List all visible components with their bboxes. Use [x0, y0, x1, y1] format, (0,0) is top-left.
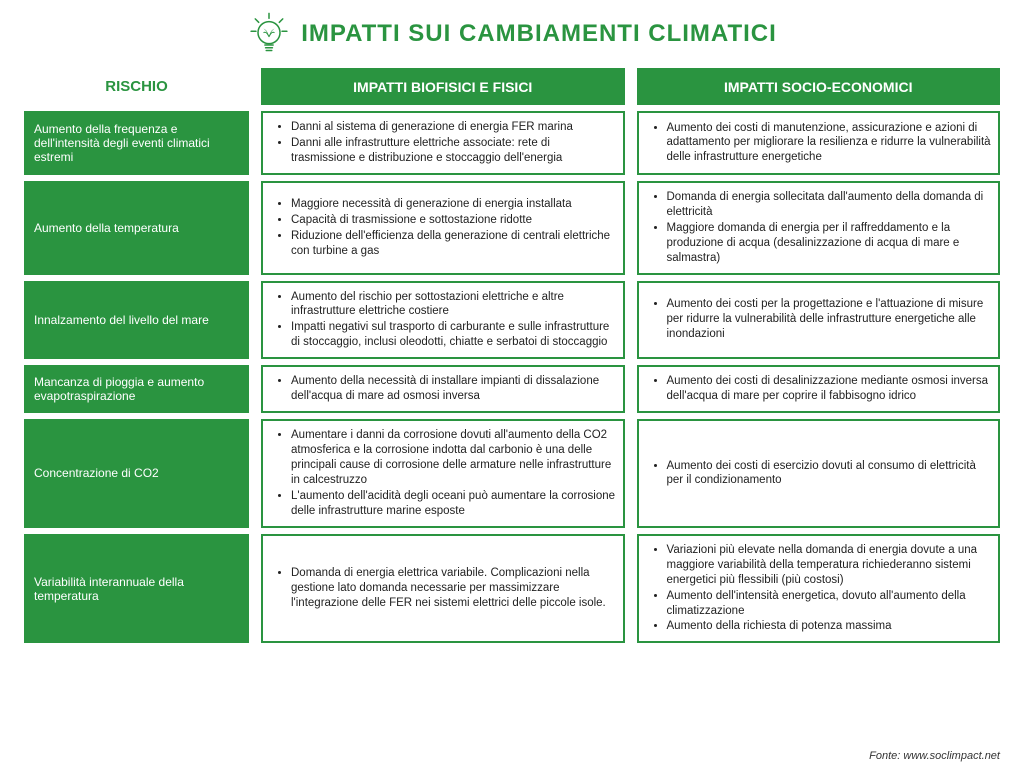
column-header-biophysical: IMPATTI BIOFISICI E FISICI	[261, 68, 625, 105]
biophysical-cell: Maggiore necessità di generazione di ene…	[261, 181, 625, 275]
impact-item: Danni alle infrastrutture elettriche ass…	[291, 136, 617, 166]
title-row: IMPATTI SUI CAMBIAMENTI CLIMATICI	[24, 12, 1000, 56]
impact-item: L'aumento dell'acidità degli oceani può …	[291, 489, 617, 519]
risk-cell: Concentrazione di CO2	[24, 419, 249, 528]
socioeconomic-cell: Variazioni più elevate nella domanda di …	[637, 534, 1001, 644]
biophysical-cell: Aumentare i danni da corrosione dovuti a…	[261, 419, 625, 528]
impact-item: Danni al sistema di generazione di energ…	[291, 120, 617, 135]
biophysical-cell: Danni al sistema di generazione di energ…	[261, 111, 625, 175]
impacts-table: RISCHIO IMPATTI BIOFISICI E FISICI IMPAT…	[24, 68, 1000, 643]
risk-cell: Mancanza di pioggia e aumento evapotrasp…	[24, 365, 249, 413]
socioeconomic-cell: Aumento dei costi per la progettazione e…	[637, 281, 1001, 360]
column-header-risk: RISCHIO	[24, 68, 249, 105]
impact-item: Maggiore necessità di generazione di ene…	[291, 197, 617, 212]
impact-item: Aumentare i danni da corrosione dovuti a…	[291, 428, 617, 488]
risk-cell: Aumento della frequenza e dell'intensità…	[24, 111, 249, 175]
impact-item: Aumento dei costi di desalinizzazione me…	[667, 374, 993, 404]
source-citation: Fonte: www.soclimpact.net	[869, 750, 1000, 762]
risk-cell: Aumento della temperatura	[24, 181, 249, 275]
biophysical-cell: Domanda di energia elettrica variabile. …	[261, 534, 625, 644]
impact-item: Domanda di energia elettrica variabile. …	[291, 566, 617, 611]
impact-item: Aumento del rischio per sottostazioni el…	[291, 290, 617, 320]
column-header-socioeconomic: IMPATTI SOCIO-ECONOMICI	[637, 68, 1001, 105]
impact-item: Capacità di trasmissione e sottostazione…	[291, 213, 617, 228]
impact-item: Aumento dei costi di manutenzione, assic…	[667, 121, 993, 166]
impact-item: Aumento dei costi per la progettazione e…	[667, 297, 993, 342]
socioeconomic-cell: Domanda di energia sollecitata dall'aume…	[637, 181, 1001, 275]
socioeconomic-cell: Aumento dei costi di manutenzione, assic…	[637, 111, 1001, 175]
impact-item: Aumento dell'intensità energetica, dovut…	[667, 589, 993, 619]
impact-item: Variazioni più elevate nella domanda di …	[667, 543, 993, 588]
eco-lightbulb-icon	[247, 12, 291, 56]
biophysical-cell: Aumento del rischio per sottostazioni el…	[261, 281, 625, 360]
impact-item: Aumento della necessità di installare im…	[291, 374, 617, 404]
risk-cell: Variabilità interannuale della temperatu…	[24, 534, 249, 644]
impact-item: Maggiore domanda di energia per il raffr…	[667, 221, 993, 266]
impact-item: Aumento della richiesta di potenza massi…	[667, 619, 993, 634]
risk-cell: Innalzamento del livello del mare	[24, 281, 249, 360]
socioeconomic-cell: Aumento dei costi di desalinizzazione me…	[637, 365, 1001, 413]
page-title: IMPATTI SUI CAMBIAMENTI CLIMATICI	[301, 20, 777, 48]
impact-item: Impatti negativi sul trasporto di carbur…	[291, 320, 617, 350]
impact-item: Aumento dei costi di esercizio dovuti al…	[667, 459, 993, 489]
biophysical-cell: Aumento della necessità di installare im…	[261, 365, 625, 413]
impact-item: Domanda di energia sollecitata dall'aume…	[667, 190, 993, 220]
socioeconomic-cell: Aumento dei costi di esercizio dovuti al…	[637, 419, 1001, 528]
impact-item: Riduzione dell'efficienza della generazi…	[291, 229, 617, 259]
